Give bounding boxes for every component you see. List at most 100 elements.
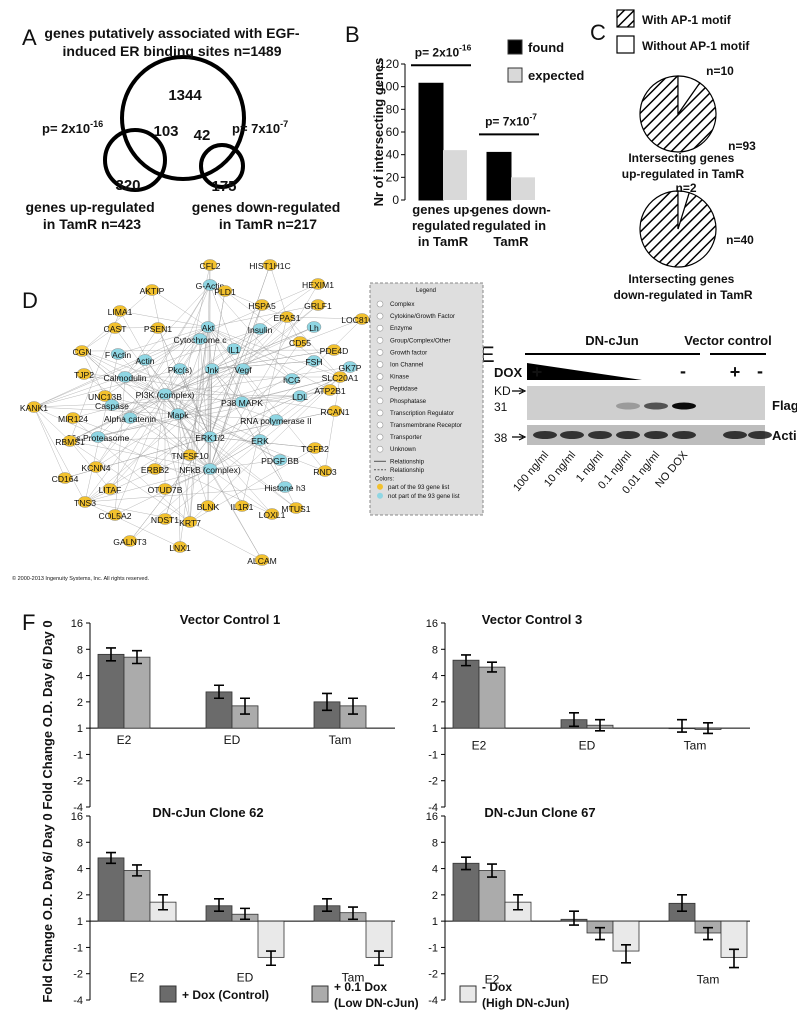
network-node-label: SLC20A1: [322, 373, 359, 383]
network-node-label: KANK1: [20, 403, 48, 413]
error-bar: [106, 647, 116, 662]
x-tick-label: Tam: [684, 738, 707, 752]
marker-arrow: [512, 433, 527, 441]
bar: [486, 151, 512, 201]
y-tick-label: 0: [392, 193, 399, 207]
text-line: up-regulated in TamR: [622, 167, 745, 181]
error-bar: [348, 697, 358, 715]
network-node-label: ERBB2: [141, 465, 169, 475]
text-line: (Low DN-cJun): [334, 996, 419, 1010]
legend-shape: [376, 397, 384, 405]
network-node: [284, 373, 300, 385]
network-edge: [209, 368, 213, 470]
network-edge: [104, 395, 179, 415]
network-node-label: RND3: [313, 467, 337, 477]
network-edge: [124, 376, 179, 415]
network-node: [74, 345, 90, 357]
error-bar: [266, 950, 276, 967]
network-node: [182, 449, 198, 461]
network-node-label: MTUS1: [281, 504, 310, 514]
network-node-label: G-Actin: [196, 281, 225, 291]
network-edge: [33, 406, 86, 503]
network-node-label: BLNK: [197, 502, 220, 512]
network-node-label: LOC81691: [341, 315, 383, 325]
network-edge: [177, 378, 293, 415]
bar: [97, 653, 125, 729]
network-node: [204, 363, 220, 375]
network-node-label: CD55: [289, 338, 311, 348]
network-edge: [209, 376, 341, 438]
error-bar: [487, 863, 497, 878]
legend-swatch: [311, 985, 329, 1003]
x-tick-label: E2: [130, 970, 145, 984]
network-node: [310, 278, 326, 290]
panel-label: C: [590, 20, 606, 45]
error-bar: [513, 894, 523, 911]
network-edge: [209, 368, 244, 470]
network-node: [202, 259, 218, 271]
pie-value-label: n=40: [726, 233, 754, 247]
bar: [511, 177, 535, 200]
y-axis-label: Nr of intersecting genes: [371, 58, 386, 207]
y-tick-label: -2: [428, 776, 438, 788]
venn-title: genes putatively associated with EGF-ind…: [44, 25, 300, 59]
network-edge: [151, 289, 179, 415]
network-node-label: TNS3: [74, 498, 96, 508]
network-node: [157, 483, 173, 495]
blot-band: [672, 431, 696, 439]
x-tick-label: ED: [224, 733, 241, 747]
network-node: [307, 442, 323, 454]
text-line: in TamR n=217: [219, 216, 317, 232]
network-node-label: TJP2: [74, 370, 94, 380]
network-node-label: HSPA5: [248, 301, 276, 311]
panel-label: F: [22, 610, 35, 635]
error-bar: [348, 906, 358, 921]
marker-label: 31: [494, 400, 508, 414]
network-edge: [69, 393, 166, 442]
network-node: [288, 502, 304, 514]
network-edge: [179, 368, 211, 438]
error-bar: [240, 907, 250, 921]
network-node: [97, 390, 113, 402]
network-edge: [286, 316, 341, 378]
network-edge: [81, 289, 153, 352]
network-edge: [124, 376, 166, 395]
blot-band: [672, 402, 696, 410]
legend-label: found: [528, 40, 564, 55]
network-edge: [129, 468, 211, 542]
network-node: [268, 414, 284, 426]
network-node: [62, 435, 78, 447]
network-edge: [164, 393, 281, 461]
network-node: [170, 408, 186, 420]
y-tick-label: 16: [426, 811, 438, 823]
network-edge: [177, 316, 288, 415]
legend-label: Unknown: [390, 446, 416, 453]
lane-label: 100 ng/ml: [511, 449, 551, 494]
network-edge: [164, 366, 351, 395]
y-tick-label: -1: [428, 942, 438, 954]
blot-band: [616, 431, 640, 439]
text-line: down-regulated in TamR: [613, 288, 752, 302]
legend-shape: [376, 349, 384, 356]
network-node: [122, 535, 138, 547]
network-node: [107, 509, 123, 521]
p-value-base: p= 2x10: [415, 45, 460, 59]
network-node-label: RBMS1: [55, 437, 85, 447]
network-edge: [33, 406, 179, 415]
network-node-label: NDST1: [151, 515, 179, 525]
network-edge: [33, 326, 209, 408]
network-node: [137, 354, 153, 366]
bar: [452, 862, 480, 922]
y-tick-label: 16: [71, 811, 83, 823]
network-node: [65, 412, 81, 424]
network-node-label: ERK1/2: [195, 433, 225, 443]
network-edge: [124, 376, 336, 412]
p-value-base: p= 7x10: [485, 114, 530, 128]
error-bar: [322, 692, 332, 712]
legend-label: Kinase: [390, 374, 409, 381]
network-node-label: FSH: [305, 357, 322, 367]
y-tick-label: 8: [432, 837, 438, 849]
dox-label: DOX: [494, 365, 523, 380]
network-node: [144, 284, 160, 296]
